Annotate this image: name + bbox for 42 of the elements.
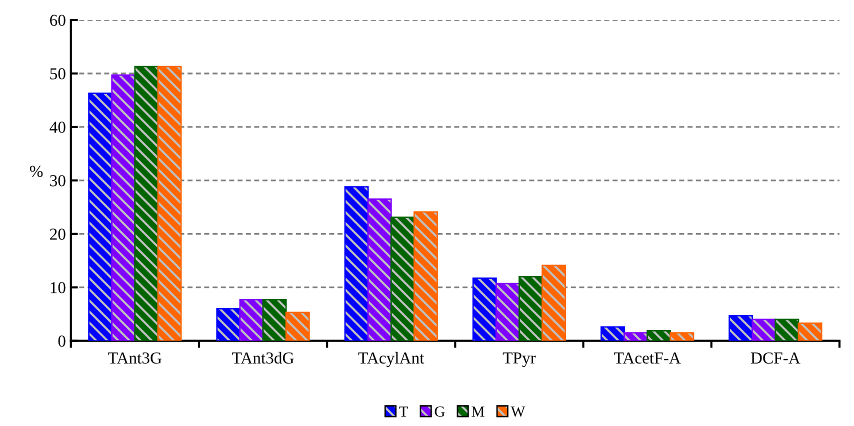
bar <box>88 92 113 341</box>
bar <box>157 66 182 341</box>
bar <box>390 216 415 341</box>
legend-label: W <box>510 406 526 417</box>
bar <box>752 318 776 341</box>
bar <box>472 278 497 341</box>
bar <box>670 332 694 341</box>
bar <box>600 326 625 341</box>
bar <box>646 330 672 341</box>
bar <box>798 322 822 341</box>
legend-label: M <box>472 406 484 417</box>
x-tick-label: DCF-A <box>750 352 800 364</box>
bar <box>518 276 543 341</box>
x-tick-label: TAcylAnt <box>358 352 424 368</box>
bar <box>542 264 566 341</box>
y-tick-label: 30 <box>50 175 66 186</box>
legend-label: T <box>399 406 408 417</box>
x-tick-label: TPyr <box>502 352 536 368</box>
y-tick-label: 50 <box>50 68 66 80</box>
bar <box>216 308 241 341</box>
y-tick-label: 20 <box>50 228 66 240</box>
y-tick-label: 60 <box>50 14 66 26</box>
legend-label: G <box>434 406 445 417</box>
bar <box>262 298 287 341</box>
y-tick-label: 10 <box>50 282 66 294</box>
bar <box>774 318 800 341</box>
bar <box>624 332 648 341</box>
x-tick-label: TAnt3dG <box>232 352 294 364</box>
x-tick-label: TAnt3G <box>108 352 162 364</box>
bar <box>344 186 369 341</box>
x-tick-label: TAcetF-A <box>614 352 681 364</box>
y-tick-label: 0 <box>58 336 66 347</box>
bar <box>285 312 310 341</box>
bar <box>728 314 754 341</box>
y-axis-title: % <box>30 166 43 178</box>
bar <box>134 66 159 341</box>
bar <box>239 298 264 341</box>
bar <box>495 282 520 341</box>
bar <box>111 74 136 341</box>
bar <box>367 198 392 341</box>
bar <box>413 211 438 341</box>
y-tick-label: 40 <box>50 122 66 133</box>
